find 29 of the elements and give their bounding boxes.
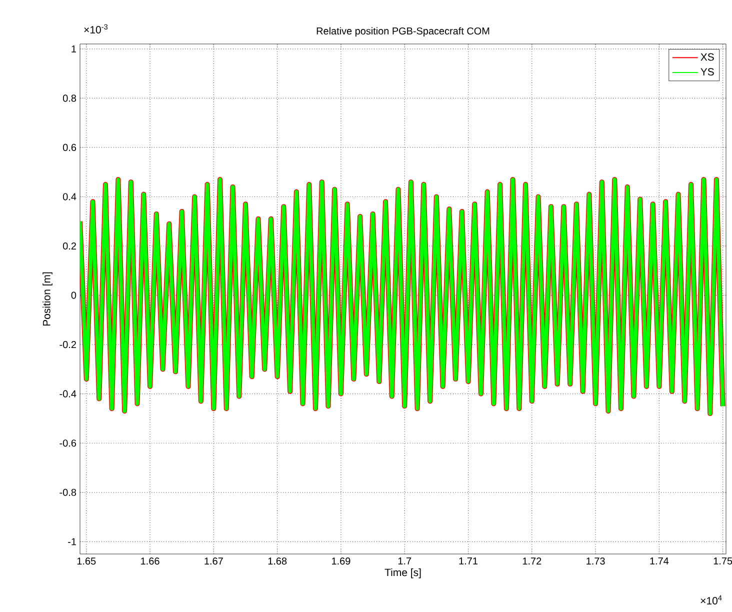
x-axis-title: Time [s] [384, 568, 421, 578]
y-tick-label: 1 [72, 45, 76, 52]
x-tick-label: 1.72 [522, 558, 542, 564]
y-tick-label: -0.4 [60, 390, 76, 398]
x-tick-label: 1.68 [268, 558, 287, 565]
text: ×10$^{4}$ [700, 595, 722, 604]
x-tick-label: 1.7 [398, 558, 412, 564]
x-tick-label: 1.74 [650, 558, 669, 564]
y-tick-label: 0.8 [62, 94, 76, 102]
legend-label: YS [700, 68, 714, 76]
y-tick-label: -1 [68, 538, 76, 546]
y-tick-label: -0.2 [60, 341, 76, 348]
x-tick-label: 1.73 [586, 558, 605, 565]
y-tick-label: -0.8 [60, 488, 76, 496]
x-tick-label: 1.67 [204, 558, 223, 565]
x-tick-label: 1.65 [77, 558, 96, 565]
chart-title: Relative position PGB-Spacecraft COM [316, 27, 490, 36]
x-tick-label: 1.75 [714, 558, 732, 564]
y-tick-label: 0.2 [62, 242, 76, 250]
legend-label: XS [700, 53, 714, 61]
y-tick-label: 0.6 [62, 144, 76, 151]
y-tick-label: 0.4 [62, 193, 76, 200]
y-axis-title: Position [m] [42, 272, 52, 326]
x-tick-label: 1.71 [459, 558, 478, 564]
text: ×10$^{-3}$ [84, 24, 108, 34]
y-tick-label: -0.6 [60, 440, 76, 447]
x-tick-label: 1.66 [141, 558, 160, 565]
x-tick-label: 1.69 [332, 558, 350, 565]
y-tick-label: 0 [71, 292, 76, 299]
